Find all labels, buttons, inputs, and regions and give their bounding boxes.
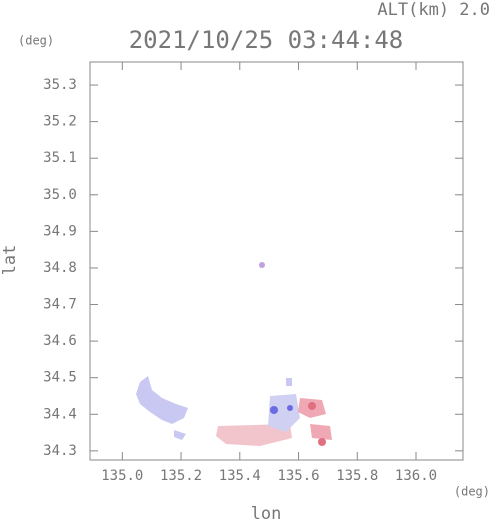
x-axis-label: lon — [251, 504, 282, 521]
y-tick-label: 34.9 — [43, 223, 77, 239]
echo-core — [270, 406, 278, 414]
echo-area — [310, 424, 332, 440]
y-tick-label: 34.5 — [43, 370, 77, 386]
chart-title: 2021/10/25 03:44:48 — [129, 26, 404, 54]
x-tick-label: 136.0 — [395, 468, 437, 484]
y-tick-label: 35.0 — [43, 187, 77, 203]
y-tick-label: 34.7 — [43, 297, 77, 313]
y-tick-label: 34.8 — [43, 260, 77, 276]
echo-core — [308, 402, 316, 410]
echo-area — [286, 378, 292, 386]
y-tick-label: 34.3 — [43, 443, 77, 459]
y-axis-label: lat — [0, 245, 20, 276]
plot-frame — [89, 61, 464, 461]
altitude-label: ALT(km) 2.0 — [377, 0, 490, 20]
y-tick-label: 34.4 — [43, 406, 77, 422]
x-tick-label: 135.2 — [160, 468, 202, 484]
y-tick-label: 35.3 — [43, 77, 77, 93]
echo-area — [136, 376, 188, 424]
echoes — [136, 262, 332, 446]
y-unit: (deg) — [18, 34, 54, 48]
echo-core — [259, 262, 265, 268]
x-unit: (deg) — [454, 485, 490, 499]
y-tick-label: 35.2 — [43, 114, 77, 130]
y-tick-label: 35.1 — [43, 150, 77, 166]
echo-core — [287, 405, 293, 411]
y-tick-label: 34.6 — [43, 333, 77, 349]
x-tick-label: 135.8 — [336, 468, 378, 484]
x-tick-label: 135.6 — [277, 468, 319, 484]
echo-core — [318, 438, 326, 446]
echo-area — [174, 430, 186, 440]
x-tick-label: 135.4 — [219, 468, 261, 484]
echo-area — [268, 394, 300, 432]
echo-area — [216, 424, 292, 446]
x-tick-label: 135.0 — [101, 468, 143, 484]
